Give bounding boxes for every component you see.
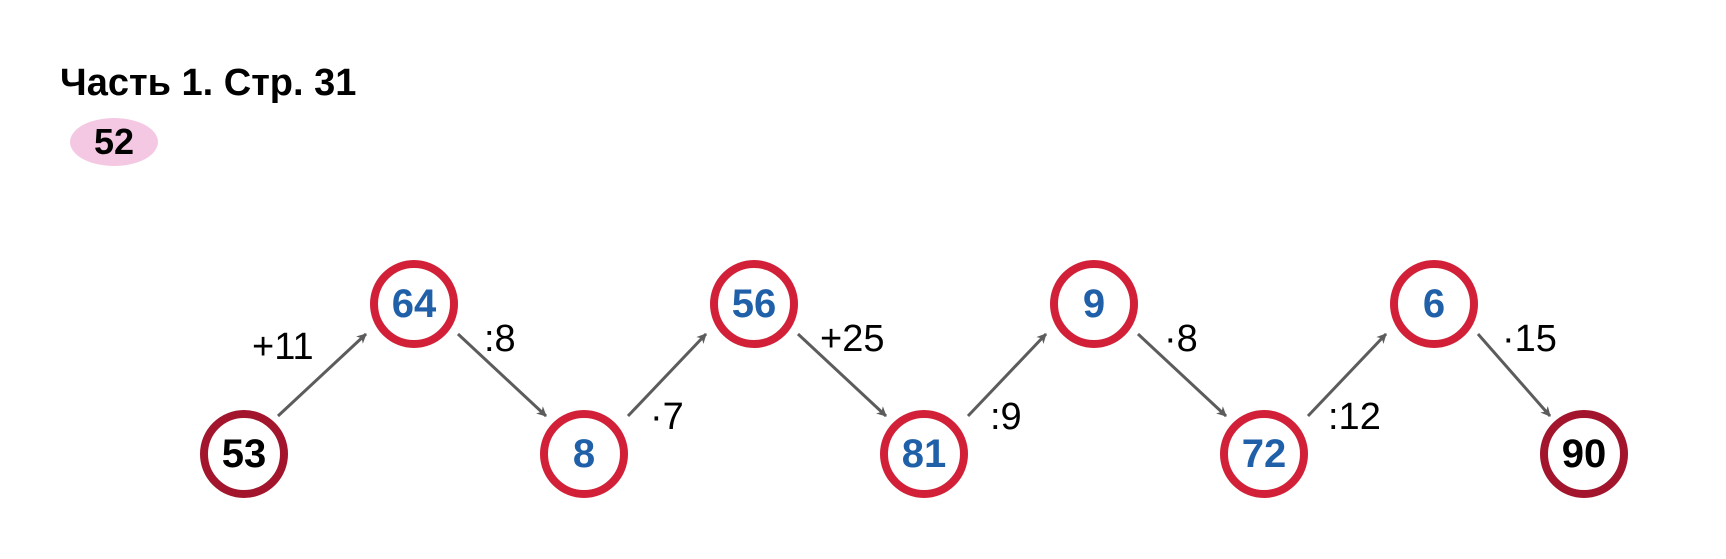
chain-node-2: 8	[540, 410, 628, 498]
chain-node-1: 64	[370, 260, 458, 348]
chain-node-4: 81	[880, 410, 968, 498]
number-chain: 53 64 8 56 81 9 72 6 90 +11 :8 ·7 +25 :9 ·8 :12 ·15	[200, 240, 1630, 520]
chain-op-2: ·7	[650, 396, 684, 439]
chain-op-5: ·8	[1164, 318, 1198, 361]
chain-node-8: 90	[1540, 410, 1628, 498]
chain-op-4: :9	[990, 396, 1022, 439]
chain-node-3: 56	[710, 260, 798, 348]
chain-op-0: +11	[252, 326, 314, 369]
chain-node-0: 53	[200, 410, 288, 498]
page-root: Часть 1. Стр. 31 52 53 64 8 56 81 9 72 6 90 +11:…	[0, 0, 1726, 559]
chain-op-1: :8	[484, 318, 516, 361]
chain-op-7: ·15	[1502, 318, 1557, 361]
chain-op-6: :12	[1328, 396, 1381, 439]
chain-op-3: +25	[820, 318, 884, 361]
chain-arrows-svg	[200, 240, 201, 241]
chain-node-7: 6	[1390, 260, 1478, 348]
task-number-badge: 52	[70, 118, 158, 166]
page-title: Часть 1. Стр. 31	[60, 62, 356, 105]
chain-node-5: 9	[1050, 260, 1138, 348]
chain-node-6: 72	[1220, 410, 1308, 498]
